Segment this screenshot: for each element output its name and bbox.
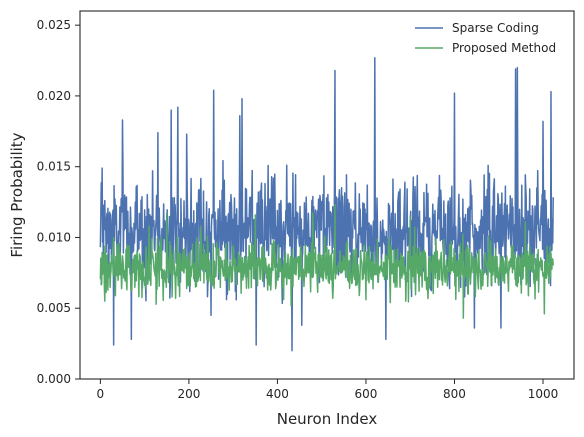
x-axis: 0 200 400 600 800 1000: [97, 379, 559, 401]
y-axis-title: Firing Probability: [8, 132, 26, 257]
series-line-1: [99, 56, 554, 352]
y-tick-label: 0.025: [37, 18, 71, 32]
legend-label-1: Sparse Coding: [452, 21, 539, 35]
x-tick-label: 1000: [528, 387, 559, 401]
y-tick-label: 0.010: [37, 230, 71, 244]
series-layer: [99, 56, 554, 352]
legend: Sparse Coding Proposed Method: [415, 21, 556, 55]
x-tick-label: 0: [97, 387, 105, 401]
y-tick-label: 0.000: [37, 372, 71, 386]
y-axis: 0.000 0.005 0.010 0.015 0.020 0.025: [37, 18, 80, 386]
series-line-2: [99, 204, 554, 319]
y-tick-label: 0.015: [37, 160, 71, 174]
legend-label-2: Proposed Method: [452, 41, 556, 55]
plot-frame: [79, 10, 575, 380]
x-tick-label: 200: [177, 387, 200, 401]
x-tick-label: 600: [355, 387, 378, 401]
y-tick-label: 0.020: [37, 89, 71, 103]
x-axis-title: Neuron Index: [277, 410, 378, 428]
x-tick-label: 400: [266, 387, 289, 401]
x-tick-label: 800: [443, 387, 466, 401]
y-tick-label: 0.005: [37, 301, 71, 315]
